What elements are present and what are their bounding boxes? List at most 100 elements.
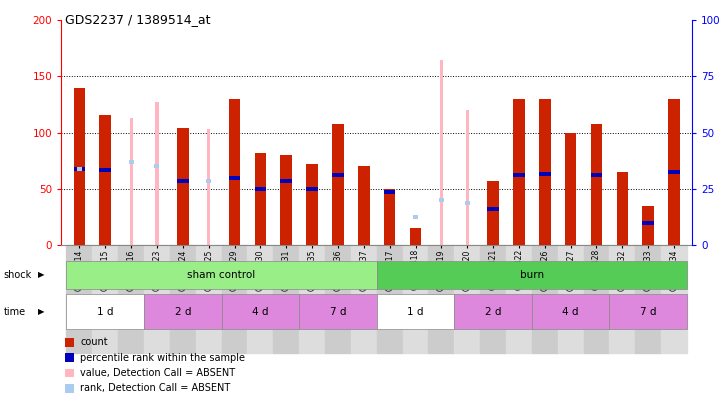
Bar — [480, 245, 506, 353]
Text: 2 d: 2 d — [485, 307, 501, 317]
Bar — [414, 228, 417, 245]
Bar — [104, 115, 107, 245]
Bar — [154, 164, 159, 168]
Bar — [74, 88, 85, 245]
Text: time: time — [4, 307, 26, 317]
Bar — [583, 245, 609, 353]
Bar — [583, 20, 609, 245]
Bar — [492, 181, 495, 245]
Bar — [280, 155, 292, 245]
Bar — [181, 128, 185, 245]
Bar — [609, 294, 687, 329]
Text: burn: burn — [520, 270, 544, 280]
Bar — [99, 168, 111, 172]
Bar — [144, 20, 170, 245]
Bar — [259, 153, 262, 245]
Bar — [306, 187, 318, 191]
Bar — [229, 176, 240, 179]
Bar — [590, 173, 602, 177]
Bar — [635, 20, 661, 245]
Bar — [177, 128, 189, 245]
Bar — [144, 245, 170, 353]
Bar — [78, 88, 81, 245]
Bar — [66, 294, 144, 329]
Bar — [454, 20, 480, 245]
Bar — [506, 245, 532, 353]
Bar — [565, 133, 577, 245]
Bar — [661, 245, 687, 353]
Bar — [539, 99, 551, 245]
Bar — [410, 228, 421, 245]
Bar — [402, 245, 428, 353]
Bar — [428, 20, 454, 245]
Bar — [595, 124, 598, 245]
Bar — [66, 20, 92, 245]
Bar — [532, 294, 609, 329]
Bar — [377, 245, 402, 353]
Text: shock: shock — [4, 270, 32, 279]
Bar — [635, 245, 661, 353]
Bar — [118, 245, 144, 353]
Bar — [280, 179, 292, 183]
Bar — [92, 245, 118, 353]
Bar — [170, 245, 195, 353]
Bar — [299, 20, 325, 245]
Bar — [255, 187, 266, 191]
Bar — [440, 60, 443, 245]
Bar — [311, 164, 314, 245]
Bar — [299, 245, 325, 353]
Bar — [590, 124, 602, 245]
Bar — [487, 181, 499, 245]
Bar — [273, 245, 299, 353]
Bar — [609, 20, 635, 245]
Bar — [384, 189, 395, 245]
Bar — [128, 160, 133, 164]
Bar — [221, 20, 247, 245]
Bar — [513, 173, 525, 177]
Bar — [621, 172, 624, 245]
Bar — [255, 153, 266, 245]
Bar — [413, 215, 418, 219]
Text: 1 d: 1 d — [407, 307, 424, 317]
Bar — [195, 245, 221, 353]
Bar — [66, 245, 92, 353]
Bar — [384, 190, 395, 194]
Bar — [221, 294, 299, 329]
Bar — [377, 20, 402, 245]
Bar — [337, 124, 340, 245]
Bar — [273, 20, 299, 245]
Bar — [480, 20, 506, 245]
Bar — [539, 172, 551, 176]
Bar — [558, 245, 583, 353]
Bar — [325, 245, 351, 353]
Text: GDS2237 / 1389514_at: GDS2237 / 1389514_at — [65, 13, 211, 26]
Bar — [351, 20, 377, 245]
Bar — [668, 99, 680, 245]
Bar — [229, 99, 240, 245]
Text: value, Detection Call = ABSENT: value, Detection Call = ABSENT — [80, 368, 235, 378]
Bar — [642, 221, 654, 224]
Bar — [532, 20, 558, 245]
Bar — [206, 179, 211, 183]
Text: sham control: sham control — [187, 270, 256, 280]
Bar — [332, 173, 344, 177]
Bar — [439, 198, 444, 202]
Text: rank, Detection Call = ABSENT: rank, Detection Call = ABSENT — [80, 384, 230, 393]
Bar — [454, 294, 532, 329]
Bar — [543, 99, 547, 245]
Bar — [647, 206, 650, 245]
Bar — [99, 115, 111, 245]
Bar — [325, 20, 351, 245]
Bar — [233, 99, 236, 245]
Bar — [92, 20, 118, 245]
Bar — [66, 261, 377, 289]
Text: percentile rank within the sample: percentile rank within the sample — [80, 353, 245, 362]
Text: 4 d: 4 d — [252, 307, 269, 317]
Bar — [299, 294, 377, 329]
Bar — [454, 245, 480, 353]
Bar — [221, 245, 247, 353]
Bar — [377, 294, 454, 329]
Bar — [487, 207, 499, 211]
Bar — [402, 20, 428, 245]
Bar — [358, 166, 370, 245]
